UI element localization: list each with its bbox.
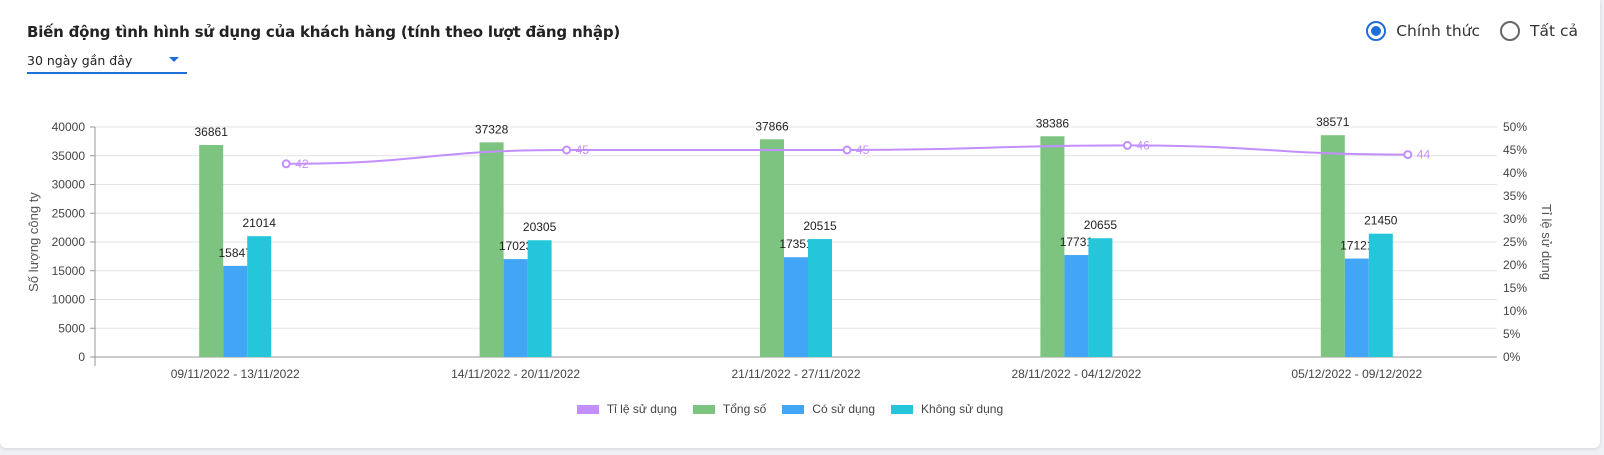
bar-used xyxy=(1064,255,1089,357)
bar-unused xyxy=(527,240,552,357)
legend-item-total[interactable]: Tổng số xyxy=(692,402,767,416)
radio-all-label: Tất cả xyxy=(1530,22,1578,40)
x-tick-label: 28/11/2022 - 04/12/2022 xyxy=(1011,367,1141,381)
y-tick-label: 25000 xyxy=(52,206,86,220)
bar-unused xyxy=(1088,238,1113,357)
bar-unused xyxy=(808,239,832,357)
radio-all[interactable]: Tất cả xyxy=(1500,21,1578,41)
bar-data-label: 21450 xyxy=(1364,214,1398,228)
bar-data-label: 21014 xyxy=(243,216,277,230)
period-select-value: 30 ngày gần đây xyxy=(27,53,133,68)
bar-total xyxy=(479,142,504,357)
bar-data-label: 38571 xyxy=(1316,115,1350,129)
x-tick-label: 14/11/2022 - 20/11/2022 xyxy=(451,367,580,381)
bar-total xyxy=(760,139,784,357)
legend-swatch-used xyxy=(782,404,805,414)
y-tick-label: 30000 xyxy=(52,178,86,192)
y2-tick-label: 5% xyxy=(1503,327,1521,341)
y2-tick-label: 45% xyxy=(1503,143,1527,157)
rate-data-label: 44 xyxy=(1417,148,1431,162)
bar-data-label: 17731 xyxy=(1060,235,1094,249)
rate-data-label: 42 xyxy=(295,157,309,171)
legend-item-rate[interactable]: Tỉ lệ sử dụng xyxy=(576,402,677,416)
legend-label-total: Tổng số xyxy=(722,402,767,416)
chart-title: Biến động tình hình sử dụng của khách hà… xyxy=(27,23,621,41)
bar-data-label: 37328 xyxy=(475,122,509,136)
bar-data-label: 17351 xyxy=(779,237,813,251)
chart-legend: Tỉ lệ sử dụng Tổng số Có sử dụng Không s… xyxy=(0,402,1580,416)
status-filter: Chính thức Tất cả xyxy=(1346,21,1578,41)
y-tick-label: 20000 xyxy=(52,235,86,249)
legend-label-used: Có sử dụng xyxy=(812,402,876,416)
radio-official-label: Chính thức xyxy=(1396,22,1480,40)
rate-point xyxy=(1403,150,1413,160)
radio-unchecked-icon xyxy=(1500,21,1520,41)
y2-tick-label: 15% xyxy=(1503,281,1527,295)
y2-axis-title: Tỉ lệ sử dụng xyxy=(1539,204,1554,280)
rate-data-label: 45 xyxy=(856,143,870,157)
bar-used xyxy=(223,265,248,357)
bar-data-label: 37866 xyxy=(755,119,789,133)
bar-unused xyxy=(247,236,272,357)
period-select[interactable]: 30 ngày gần đây xyxy=(27,51,187,74)
chevron-down-icon xyxy=(169,57,179,62)
bar-used xyxy=(503,259,528,357)
x-tick-label: 05/12/2022 - 09/12/2022 xyxy=(1291,367,1422,381)
bar-total xyxy=(199,145,224,357)
rate-point xyxy=(842,145,852,155)
bar-used xyxy=(1344,258,1369,357)
bar-unused xyxy=(1368,233,1393,357)
bar-used xyxy=(784,257,808,357)
radio-checked-icon xyxy=(1366,21,1387,41)
legend-item-used[interactable]: Có sử dụng xyxy=(782,402,875,416)
combo-chart: 0 5000 10000 15000 20000 25000 30000 35000 40000… xyxy=(26,115,1554,381)
legend-swatch-total xyxy=(692,404,715,414)
bar-data-label: 17121 xyxy=(1340,239,1374,253)
y2-tick-label: 10% xyxy=(1503,304,1527,318)
rate-point xyxy=(281,159,291,169)
rate-point xyxy=(562,145,572,155)
y-axis-title: Số lượng công ty xyxy=(26,192,41,292)
bar-data-label: 20305 xyxy=(523,220,557,234)
rate-point xyxy=(1122,140,1132,150)
y2-tick-label: 20% xyxy=(1503,258,1527,272)
rate-data-label: 45 xyxy=(576,143,590,157)
bar-data-label: 15847 xyxy=(219,246,253,260)
x-tick-label: 21/11/2022 - 27/11/2022 xyxy=(732,367,861,381)
legend-label-unused: Không sử dụng xyxy=(921,402,1004,416)
y-tick-label: 15000 xyxy=(52,264,86,278)
radio-official[interactable]: Chính thức xyxy=(1366,21,1480,41)
y2-tick-label: 35% xyxy=(1503,189,1527,203)
rate-data-label: 46 xyxy=(1136,138,1150,152)
y-tick-label: 10000 xyxy=(52,293,86,307)
y2-tick-label: 0% xyxy=(1503,350,1521,364)
legend-swatch-rate xyxy=(576,404,599,414)
y-tick-label: 35000 xyxy=(52,149,86,163)
y2-tick-label: 25% xyxy=(1503,235,1527,249)
y2-tick-label: 30% xyxy=(1503,212,1527,226)
bar-data-label: 36861 xyxy=(195,125,229,139)
y-tick-label: 0 xyxy=(78,350,85,364)
y2-tick-label: 50% xyxy=(1503,120,1527,134)
bar-total xyxy=(1320,135,1345,357)
bar-total xyxy=(1040,136,1065,357)
y2-tick-label: 40% xyxy=(1503,166,1527,180)
bar-data-label: 20655 xyxy=(1084,218,1118,232)
legend-swatch-unused xyxy=(891,404,914,414)
x-tick-label: 09/11/2022 - 13/11/2022 xyxy=(171,367,300,381)
bar-data-label: 38386 xyxy=(1036,116,1070,130)
y-tick-label: 40000 xyxy=(52,120,86,134)
bar-data-label: 20515 xyxy=(803,219,837,233)
bar-data-label: 17023 xyxy=(499,239,533,253)
legend-item-unused[interactable]: Không sử dụng xyxy=(891,402,1003,416)
legend-label-rate: Tỉ lệ sử dụng xyxy=(606,402,677,416)
y-tick-label: 5000 xyxy=(58,321,85,335)
